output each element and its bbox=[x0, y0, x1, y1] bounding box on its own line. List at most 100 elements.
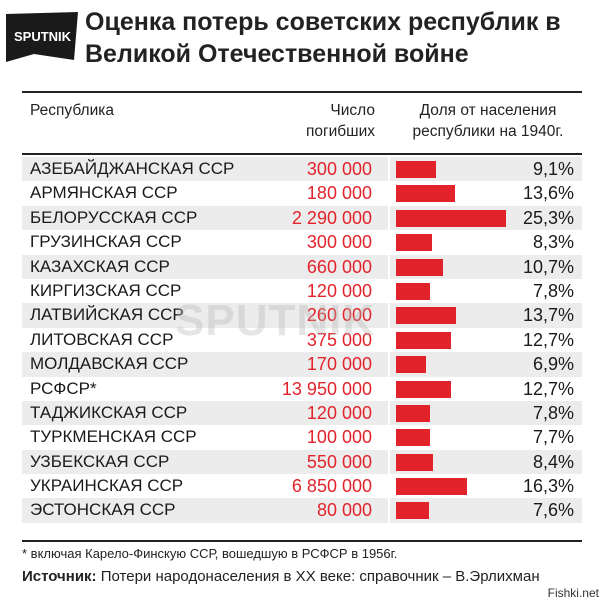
source-text: Потери народонаселения в XX веке: справо… bbox=[96, 568, 540, 585]
share-bar bbox=[396, 234, 433, 252]
republic-name: КАЗАХСКАЯ ССР bbox=[30, 256, 170, 276]
deaths-value: 375 000 bbox=[306, 329, 372, 350]
share-label: 12,7% bbox=[522, 329, 574, 350]
republic-name: ЭСТОНСКАЯ ССР bbox=[30, 500, 176, 520]
deaths-value: 180 000 bbox=[306, 183, 372, 204]
table-row: БЕЛОРУССКАЯ ССР 2 290 000 25,3% bbox=[22, 205, 582, 231]
header-republic: Республика bbox=[30, 102, 114, 119]
share-bar bbox=[396, 429, 430, 447]
republic-name: УЗБЕКСКАЯ ССР bbox=[30, 451, 170, 471]
republic-name: ТУРКМЕНСКАЯ ССР bbox=[30, 427, 197, 447]
column-separator bbox=[388, 303, 390, 328]
share-bar bbox=[396, 380, 452, 398]
share-label: 10,7% bbox=[522, 256, 574, 277]
column-separator bbox=[388, 181, 390, 206]
table-row: КИРГИЗСКАЯ ССР 120 000 7,8% bbox=[22, 278, 582, 304]
table-row: РСФСР* 13 950 000 12,7% bbox=[22, 376, 582, 401]
share-bar bbox=[396, 307, 456, 325]
column-separator bbox=[388, 230, 390, 255]
share-label: 6,9% bbox=[532, 354, 574, 375]
deaths-value: 120 000 bbox=[306, 280, 372, 301]
column-separator bbox=[388, 474, 390, 499]
deaths-value: 300 000 bbox=[306, 232, 372, 253]
logo-text: SPUTNIK bbox=[14, 29, 72, 44]
table-row: ЛАТВИЙСКАЯ ССР 260 000 13,7% bbox=[22, 303, 582, 328]
page-title: Оценка потерь советских республик в Вели… bbox=[85, 8, 561, 68]
table-row: ГРУЗИНСКАЯ ССР 300 000 8,3% bbox=[22, 230, 582, 255]
table-row: ЭСТОНСКАЯ ССР 80 000 7,6% bbox=[22, 498, 582, 523]
column-separator bbox=[388, 254, 390, 279]
republic-name: ЛИТОВСКАЯ ССР bbox=[30, 329, 174, 349]
republic-name: УКРАИНСКАЯ ССР bbox=[30, 476, 184, 496]
table-row: МОЛДАВСКАЯ ССР 170 000 6,9% bbox=[22, 352, 582, 377]
header-divider bbox=[22, 153, 582, 155]
source-note: Источник: Потери народонаселения в XX ве… bbox=[22, 568, 540, 585]
table-row: АЗЕБАЙДЖАНСКАЯ ССР 300 000 9,1% bbox=[22, 157, 582, 182]
column-separator bbox=[388, 425, 390, 450]
share-label: 9,1% bbox=[532, 159, 574, 179]
table-row: ТУРКМЕНСКАЯ ССР 100 000 7,7% bbox=[22, 425, 582, 450]
share-label: 16,3% bbox=[522, 476, 574, 497]
column-separator bbox=[388, 400, 390, 426]
table-row: УЗБЕКСКАЯ ССР 550 000 8,4% bbox=[22, 449, 582, 475]
republic-name: БЕЛОРУССКАЯ ССР bbox=[30, 207, 198, 227]
republic-name: КИРГИЗСКАЯ ССР bbox=[30, 280, 182, 300]
share-bar bbox=[396, 331, 452, 349]
share-bar bbox=[396, 478, 467, 496]
deaths-value: 6 850 000 bbox=[291, 476, 372, 497]
republic-name: АРМЯНСКАЯ ССР bbox=[30, 183, 178, 203]
share-bar bbox=[396, 185, 456, 203]
deaths-value: 2 290 000 bbox=[291, 207, 372, 228]
deaths-value: 300 000 bbox=[306, 159, 372, 179]
table-row: КАЗАХСКАЯ ССР 660 000 10,7% bbox=[22, 254, 582, 279]
table-row: ЛИТОВСКАЯ ССР 375 000 12,7% bbox=[22, 327, 582, 353]
share-bar bbox=[396, 356, 426, 374]
share-bar bbox=[396, 282, 430, 300]
source-label: Источник: bbox=[22, 568, 97, 585]
header-share-line1: Доля от населения bbox=[419, 102, 557, 119]
table-row: ТАДЖИКСКАЯ ССР 120 000 7,8% bbox=[22, 400, 582, 426]
top-divider bbox=[22, 91, 582, 93]
column-separator bbox=[388, 449, 390, 475]
republic-name: АЗЕБАЙДЖАНСКАЯ ССР bbox=[30, 159, 235, 178]
header-deaths-line1: Число bbox=[330, 102, 375, 119]
header-deaths: Число погибших bbox=[306, 100, 375, 142]
share-label: 13,6% bbox=[522, 183, 574, 204]
republic-name: РСФСР* bbox=[30, 378, 97, 398]
deaths-value: 660 000 bbox=[306, 256, 372, 277]
share-label: 13,7% bbox=[522, 305, 574, 326]
deaths-value: 260 000 bbox=[306, 305, 372, 326]
share-label: 7,8% bbox=[532, 402, 574, 423]
column-separator bbox=[388, 205, 390, 231]
table-row: УКРАИНСКАЯ ССР 6 850 000 16,3% bbox=[22, 474, 582, 499]
share-label: 25,3% bbox=[522, 207, 574, 228]
deaths-value: 80 000 bbox=[316, 500, 372, 521]
column-separator bbox=[388, 157, 390, 182]
table-row: АРМЯНСКАЯ ССР 180 000 13,6% bbox=[22, 181, 582, 206]
share-bar bbox=[396, 502, 429, 520]
share-label: 7,6% bbox=[532, 500, 574, 521]
republic-name: ТАДЖИКСКАЯ ССР bbox=[30, 402, 188, 422]
share-bar bbox=[396, 258, 443, 276]
header-share: Доля от населения республики на 1940г. bbox=[392, 100, 584, 142]
bottom-divider bbox=[22, 540, 582, 542]
column-separator bbox=[388, 327, 390, 353]
share-label: 7,8% bbox=[532, 280, 574, 301]
republic-name: МОЛДАВСКАЯ ССР bbox=[30, 354, 189, 374]
share-label: 8,3% bbox=[532, 232, 574, 253]
column-separator bbox=[388, 376, 390, 401]
republic-name: ЛАТВИЙСКАЯ ССР bbox=[30, 305, 184, 325]
share-label: 7,7% bbox=[532, 427, 574, 448]
share-label: 8,4% bbox=[532, 451, 574, 472]
column-separator bbox=[388, 278, 390, 304]
share-label: 12,7% bbox=[522, 378, 574, 399]
site-watermark: Fishki.net bbox=[547, 586, 599, 600]
header-deaths-line2: погибших bbox=[305, 123, 375, 140]
header-share-line2: республики на 1940г. bbox=[412, 123, 564, 140]
column-separator bbox=[388, 498, 390, 523]
deaths-value: 120 000 bbox=[306, 402, 372, 423]
share-bar bbox=[396, 453, 433, 471]
column-separator bbox=[388, 352, 390, 377]
share-bar bbox=[396, 161, 436, 178]
deaths-value: 13 950 000 bbox=[281, 378, 372, 399]
